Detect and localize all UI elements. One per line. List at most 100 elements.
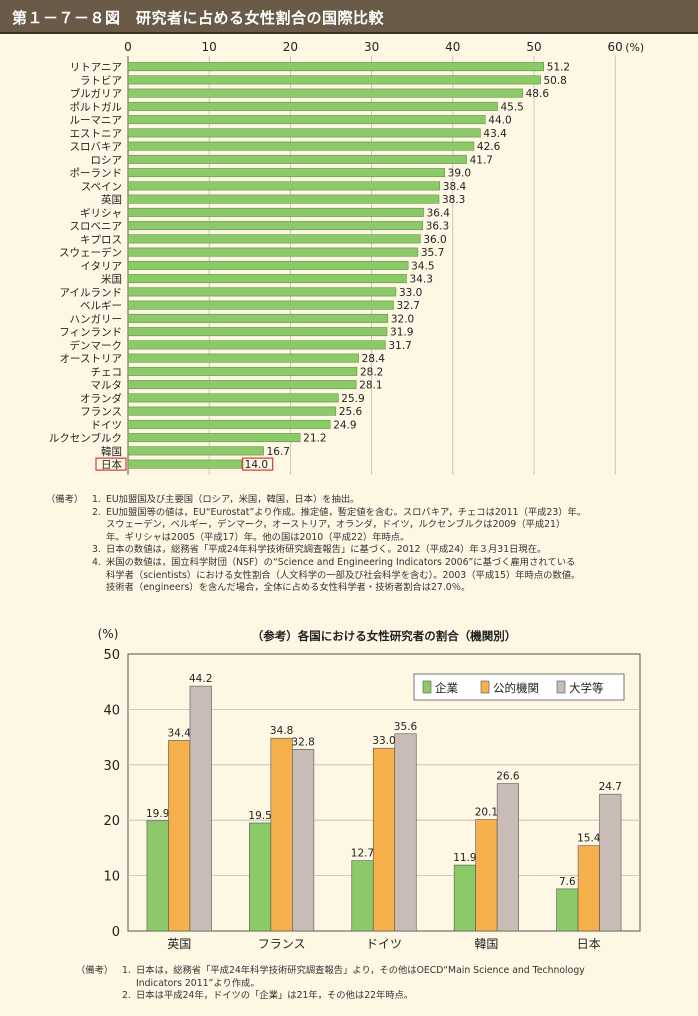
- category-label: ハンガリー: [70, 313, 123, 325]
- x-tick-label: 40: [445, 40, 460, 54]
- bar: [127, 419, 331, 429]
- category-label: ポーランド: [70, 168, 123, 180]
- bar-value-label: 51.2: [547, 62, 570, 74]
- bar: [127, 300, 394, 310]
- bar: [127, 274, 407, 284]
- bar-value-label: 32.8: [291, 736, 314, 748]
- bar-value-label: 36.3: [426, 221, 449, 233]
- bar-value-label: 34.5: [411, 260, 434, 272]
- note-number: 2.: [92, 506, 101, 518]
- category-label: ルクセンブルク: [49, 432, 122, 445]
- bar-value-label: 41.7: [470, 154, 493, 166]
- category-label: スロバキア: [70, 141, 123, 153]
- category-label: リトアニア: [70, 62, 122, 74]
- y-tick-label: 40: [103, 703, 120, 718]
- bar-value-label: 31.9: [390, 327, 413, 339]
- bar-value-label: 35.6: [394, 721, 418, 733]
- bar-公的機関: [168, 740, 191, 932]
- x-tick-label: 50: [526, 40, 541, 54]
- bar: [127, 446, 264, 456]
- note-line: 技術者（engineers）を含んだ場合，全体に占める女性科学者・技術者割合は2…: [46, 582, 686, 595]
- x-tick-label: 10: [202, 40, 217, 54]
- note-head: [46, 519, 92, 532]
- category-label: ロシア: [91, 154, 123, 166]
- bar-value-label: 42.6: [477, 141, 501, 153]
- note-number: [92, 582, 106, 595]
- chart1-notes: （備考） 1. EU加盟国及び主要国（ロシア，米国，韓国，日本）を抽出。 2. EU加盟…: [46, 494, 686, 595]
- note-text: 科学者（scientists）における女性割合（人文科学の一部及び社会科学を含む…: [106, 569, 581, 581]
- note-head: [76, 978, 122, 991]
- grouped-bar-chart: （参考）各国における女性研究者の割合（機関別） (%) 0 10 20 30 40 50 英国 1…: [98, 627, 641, 951]
- bar: [127, 168, 445, 178]
- legend-swatch-公的機関: [480, 680, 490, 694]
- highlight-box-value: [242, 457, 274, 471]
- note-line: （備考） 1. EU加盟国及び主要国（ロシア，米国，韓国，日本）を抽出。: [46, 494, 686, 507]
- bar: [127, 75, 541, 85]
- category-label: ポルトガル: [70, 101, 123, 113]
- bar-value-label: 31.7: [388, 340, 411, 352]
- bar-value-label: 34.8: [270, 725, 293, 737]
- note-line: 2. 日本は平成24年，ドイツの「企業」は21年，その他は22年時点。: [76, 990, 686, 1003]
- legend-label: 公的機関: [493, 681, 539, 695]
- bar-企業: [249, 822, 272, 932]
- note-number: [92, 519, 106, 532]
- category-label: ドイツ: [91, 419, 123, 431]
- bar: [127, 115, 486, 125]
- category-label: オランダ: [80, 392, 122, 405]
- bar-大学等: [394, 733, 417, 932]
- bar-企業: [453, 864, 476, 932]
- bar-公的機関: [372, 747, 396, 932]
- horizontal-bar-chart: 0 10 20 30 40 50 60 (%) リトアニア 51.2 ラトビア 50.8 ブルガリア 48…: [49, 40, 644, 475]
- note-head: [46, 582, 92, 595]
- bar: [127, 327, 388, 337]
- note-text: EU加盟国等の値は，EU“Eurostat”より作成。推定値，暫定値を含む。スロ…: [106, 506, 587, 518]
- category-label: スロベニア: [70, 221, 123, 233]
- bar: [127, 141, 475, 151]
- y-tick-label: 50: [103, 648, 120, 663]
- bar: [127, 366, 358, 376]
- category-label: ベルギー: [80, 300, 122, 312]
- category-label: スウェーデン: [59, 246, 122, 259]
- bar: [127, 221, 424, 231]
- bar: [127, 101, 498, 111]
- note-number: 2.: [122, 990, 131, 1002]
- legend-frame: [413, 673, 625, 701]
- category-label: ブルガリア: [70, 87, 122, 100]
- bar-value-label: 44.2: [189, 673, 212, 685]
- note-line: 科学者（scientists）における女性割合（人文科学の一部及び社会科学を含む…: [46, 570, 686, 583]
- bar: [127, 406, 337, 416]
- bar-value-label: 26.6: [496, 771, 520, 783]
- x-unit-label: (%): [625, 41, 644, 54]
- note-line: Indicators 2011”より作成。: [76, 978, 686, 991]
- note-text: 米国の数値は，国立科学財団（NSF）の“Science and Engineer…: [106, 556, 576, 568]
- bar-value-label: 35.7: [421, 247, 444, 259]
- bar-公的機関: [270, 737, 293, 932]
- bar: [127, 433, 301, 443]
- chart2-notes: （備考） 1. 日本は，総務省「平成24年科学技術研究調査報告」より，その他はOEC…: [76, 965, 686, 1003]
- category-label: フィンランド: [59, 327, 122, 339]
- bar-value-label: 7.6: [559, 876, 576, 888]
- bar-大学等: [292, 748, 315, 932]
- category-label: スペイン: [81, 181, 122, 193]
- bar-value-label: 19.5: [248, 810, 271, 822]
- note-text: 日本の数値は，総務省「平成24年科学技術研究調査報告」に基づく。2012（平成2…: [106, 544, 547, 556]
- note-text: Indicators 2011”より作成。: [136, 977, 260, 989]
- category-label: エストニア: [70, 128, 123, 140]
- bar-value-label: 33.0: [372, 735, 395, 747]
- bar-大学等: [189, 685, 212, 932]
- bar-value-label: 48.6: [526, 88, 550, 100]
- legend-swatch-企業: [422, 680, 432, 694]
- bar-value-label: 34.4: [168, 727, 192, 739]
- legend-label: 企業: [435, 681, 458, 695]
- legend-label: 大学等: [569, 681, 604, 695]
- note-line: 年。ギリシャは2005（平成17）年。他の国は2010（平成22）年時点。: [46, 532, 686, 545]
- bar-value-label: 24.7: [599, 781, 622, 793]
- note-text: 技術者（engineers）を含んだ場合，全体に占める女性科学者・技術者割合は2…: [106, 582, 471, 594]
- bar-value-label: 19.9: [146, 808, 169, 820]
- note-line: 3. 日本の数値は，総務省「平成24年科学技術研究調査報告」に基づく。2012（平…: [46, 544, 686, 557]
- category-label: ラトビア: [80, 75, 122, 87]
- x-category-label: フランス: [258, 937, 306, 951]
- bar-value-label: 11.9: [453, 852, 476, 864]
- figure-title: 第１－７－８図 研究者に占める女性割合の国際比較: [12, 9, 385, 27]
- category-label: イタリア: [80, 260, 122, 272]
